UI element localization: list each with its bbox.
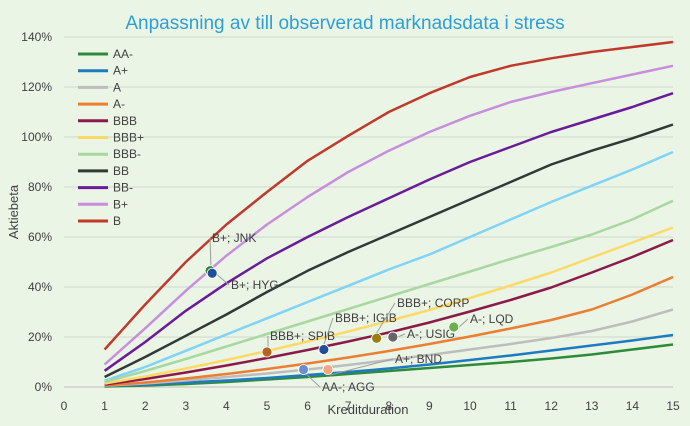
legend-label: AA- [113,47,133,61]
y-tick-label: 60% [28,230,52,244]
legend-label: BBB+ [113,131,144,145]
series-line-BBBplus [104,226,674,385]
legend-label: A+ [113,64,128,78]
x-tick-label: 7 [345,399,352,413]
series-line-Bplus [103,64,674,366]
y-tick-label: 140% [21,30,52,44]
point-label: B+; HYG [231,278,279,292]
annotation-leader [209,237,212,269]
y-axis-label: Aktiebeta [6,184,21,239]
x-tick-label: 10 [463,399,477,413]
x-tick-label: 11 [504,399,517,413]
data-points: B+; JNK B+; HYG BBB+; SPIB AA-; AGG BBB+; IG… [204,231,514,394]
series-line-Aminus [104,275,674,387]
x-axis-label: Kreditduration [328,402,409,417]
x-tick-label: 15 [666,399,680,413]
point-label: A+; BND [395,352,442,366]
annotation-leader [303,371,321,388]
annotation-leader [329,358,394,376]
legend-label: A [113,80,121,94]
series-line-Aplus [104,333,674,388]
series-lines [103,40,674,388]
scatter-point [206,267,218,279]
y-tick-label: 40% [28,280,52,294]
y-tick-label: 0% [35,380,53,394]
scatter-point [322,364,334,375]
scatter-point [261,346,273,358]
y-tick-label: 100% [21,130,52,144]
series-line-AAminus [104,343,674,388]
x-tick-label: 12 [545,399,559,413]
scatter-point [371,332,383,344]
series-line-BBminus [103,92,674,372]
legend-label: BB [113,164,129,178]
x-tick-label: 5 [264,399,271,413]
legend-label: BBB- [113,147,141,161]
y-tick-label: 20% [28,330,52,344]
series-line-BB [104,123,674,379]
x-tick-label: 3 [182,399,189,413]
series-line-BBBminus [104,199,674,384]
x-tick-label: 14 [626,399,640,413]
legend-label: B+ [113,197,128,211]
point-label: AA-; AGG [322,380,375,394]
point-label: A-; USIG [407,327,455,341]
x-tick-label: 1 [101,399,108,413]
x-tick-label: 9 [426,399,433,413]
x-tick-label: 8 [385,399,392,413]
gridlines [64,36,673,388]
scatter-point [448,321,460,333]
x-tick-label: 2 [142,399,149,413]
legend-label: BBB [113,114,137,128]
scatter-point [298,364,309,375]
x-tick-label: 13 [585,399,599,413]
point-label: BBB+; CORP [397,296,469,310]
series-line-B [103,40,674,351]
scatter-point [387,331,399,343]
legend-label: A- [113,97,125,111]
series-line-extra [104,150,674,382]
chart-title: Anpassning av till observerad marknadsda… [125,13,564,34]
y-tick-label: 80% [28,180,52,194]
legend-label: B [113,214,121,228]
series-line-BBB [104,238,674,386]
axes: 0%20%40%60%80%100%120%140%0 1 2 3 4 5 6 7 8 9 10 11… [21,30,680,413]
point-label: BBB+; IGIB [335,311,397,325]
x-tick-label: 0 [61,399,68,413]
annotation-leader [375,302,396,335]
x-tick-label: 4 [223,399,230,413]
point-label: B+; JNK [212,231,256,245]
point-label: A-; LQD [470,312,514,326]
y-tick-label: 120% [21,80,52,94]
annotation-leader [457,318,469,329]
legend-label: BB- [113,181,133,195]
point-label: BBB+; SPIB [270,329,335,343]
scatter-point [318,344,330,355]
x-tick-label: 6 [304,399,311,413]
